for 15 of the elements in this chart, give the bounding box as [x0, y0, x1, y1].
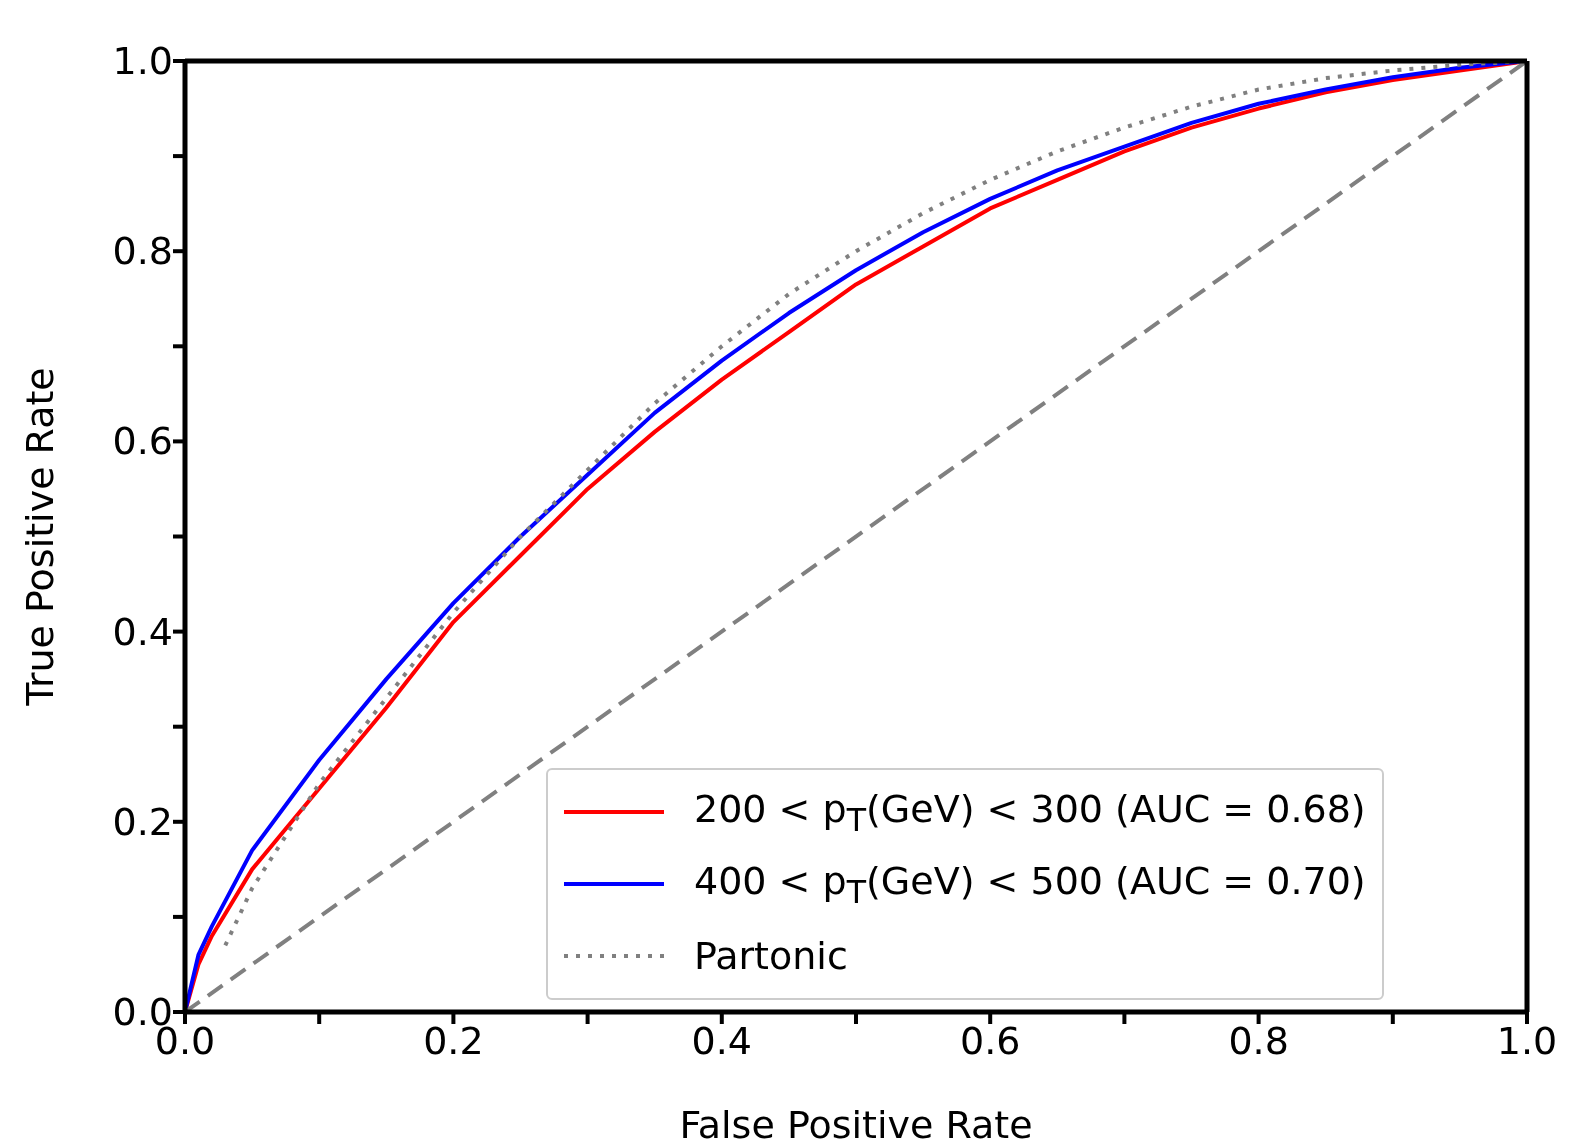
legend-label: Partonic: [694, 934, 848, 978]
legend-label: 400 < p$_{T}$(GeV) < 500 (AUC = 0.70): [694, 858, 1366, 910]
x-tick-label: 0.6: [959, 1019, 1021, 1063]
y-tick-label: 1.0: [112, 39, 173, 83]
x-tick-label: 1.0: [1496, 1019, 1558, 1063]
x-tick-label: 0.8: [1228, 1019, 1289, 1063]
y-tick-label: 0.4: [112, 609, 173, 654]
y-tick-label: 0.8: [112, 229, 173, 274]
x-axis-title: False Positive Rate: [679, 1103, 1033, 1147]
y-tick-label: 0.6: [112, 419, 173, 464]
y-tick-label: 0.2: [112, 799, 173, 844]
y-axis-title: True Positive Rate: [18, 367, 63, 707]
x-tick-label: 0.2: [423, 1019, 484, 1063]
x-tick-label: 0.4: [691, 1019, 753, 1063]
legend-label: 200 < p$_{T}$(GeV) < 300 (AUC = 0.68): [694, 786, 1366, 838]
